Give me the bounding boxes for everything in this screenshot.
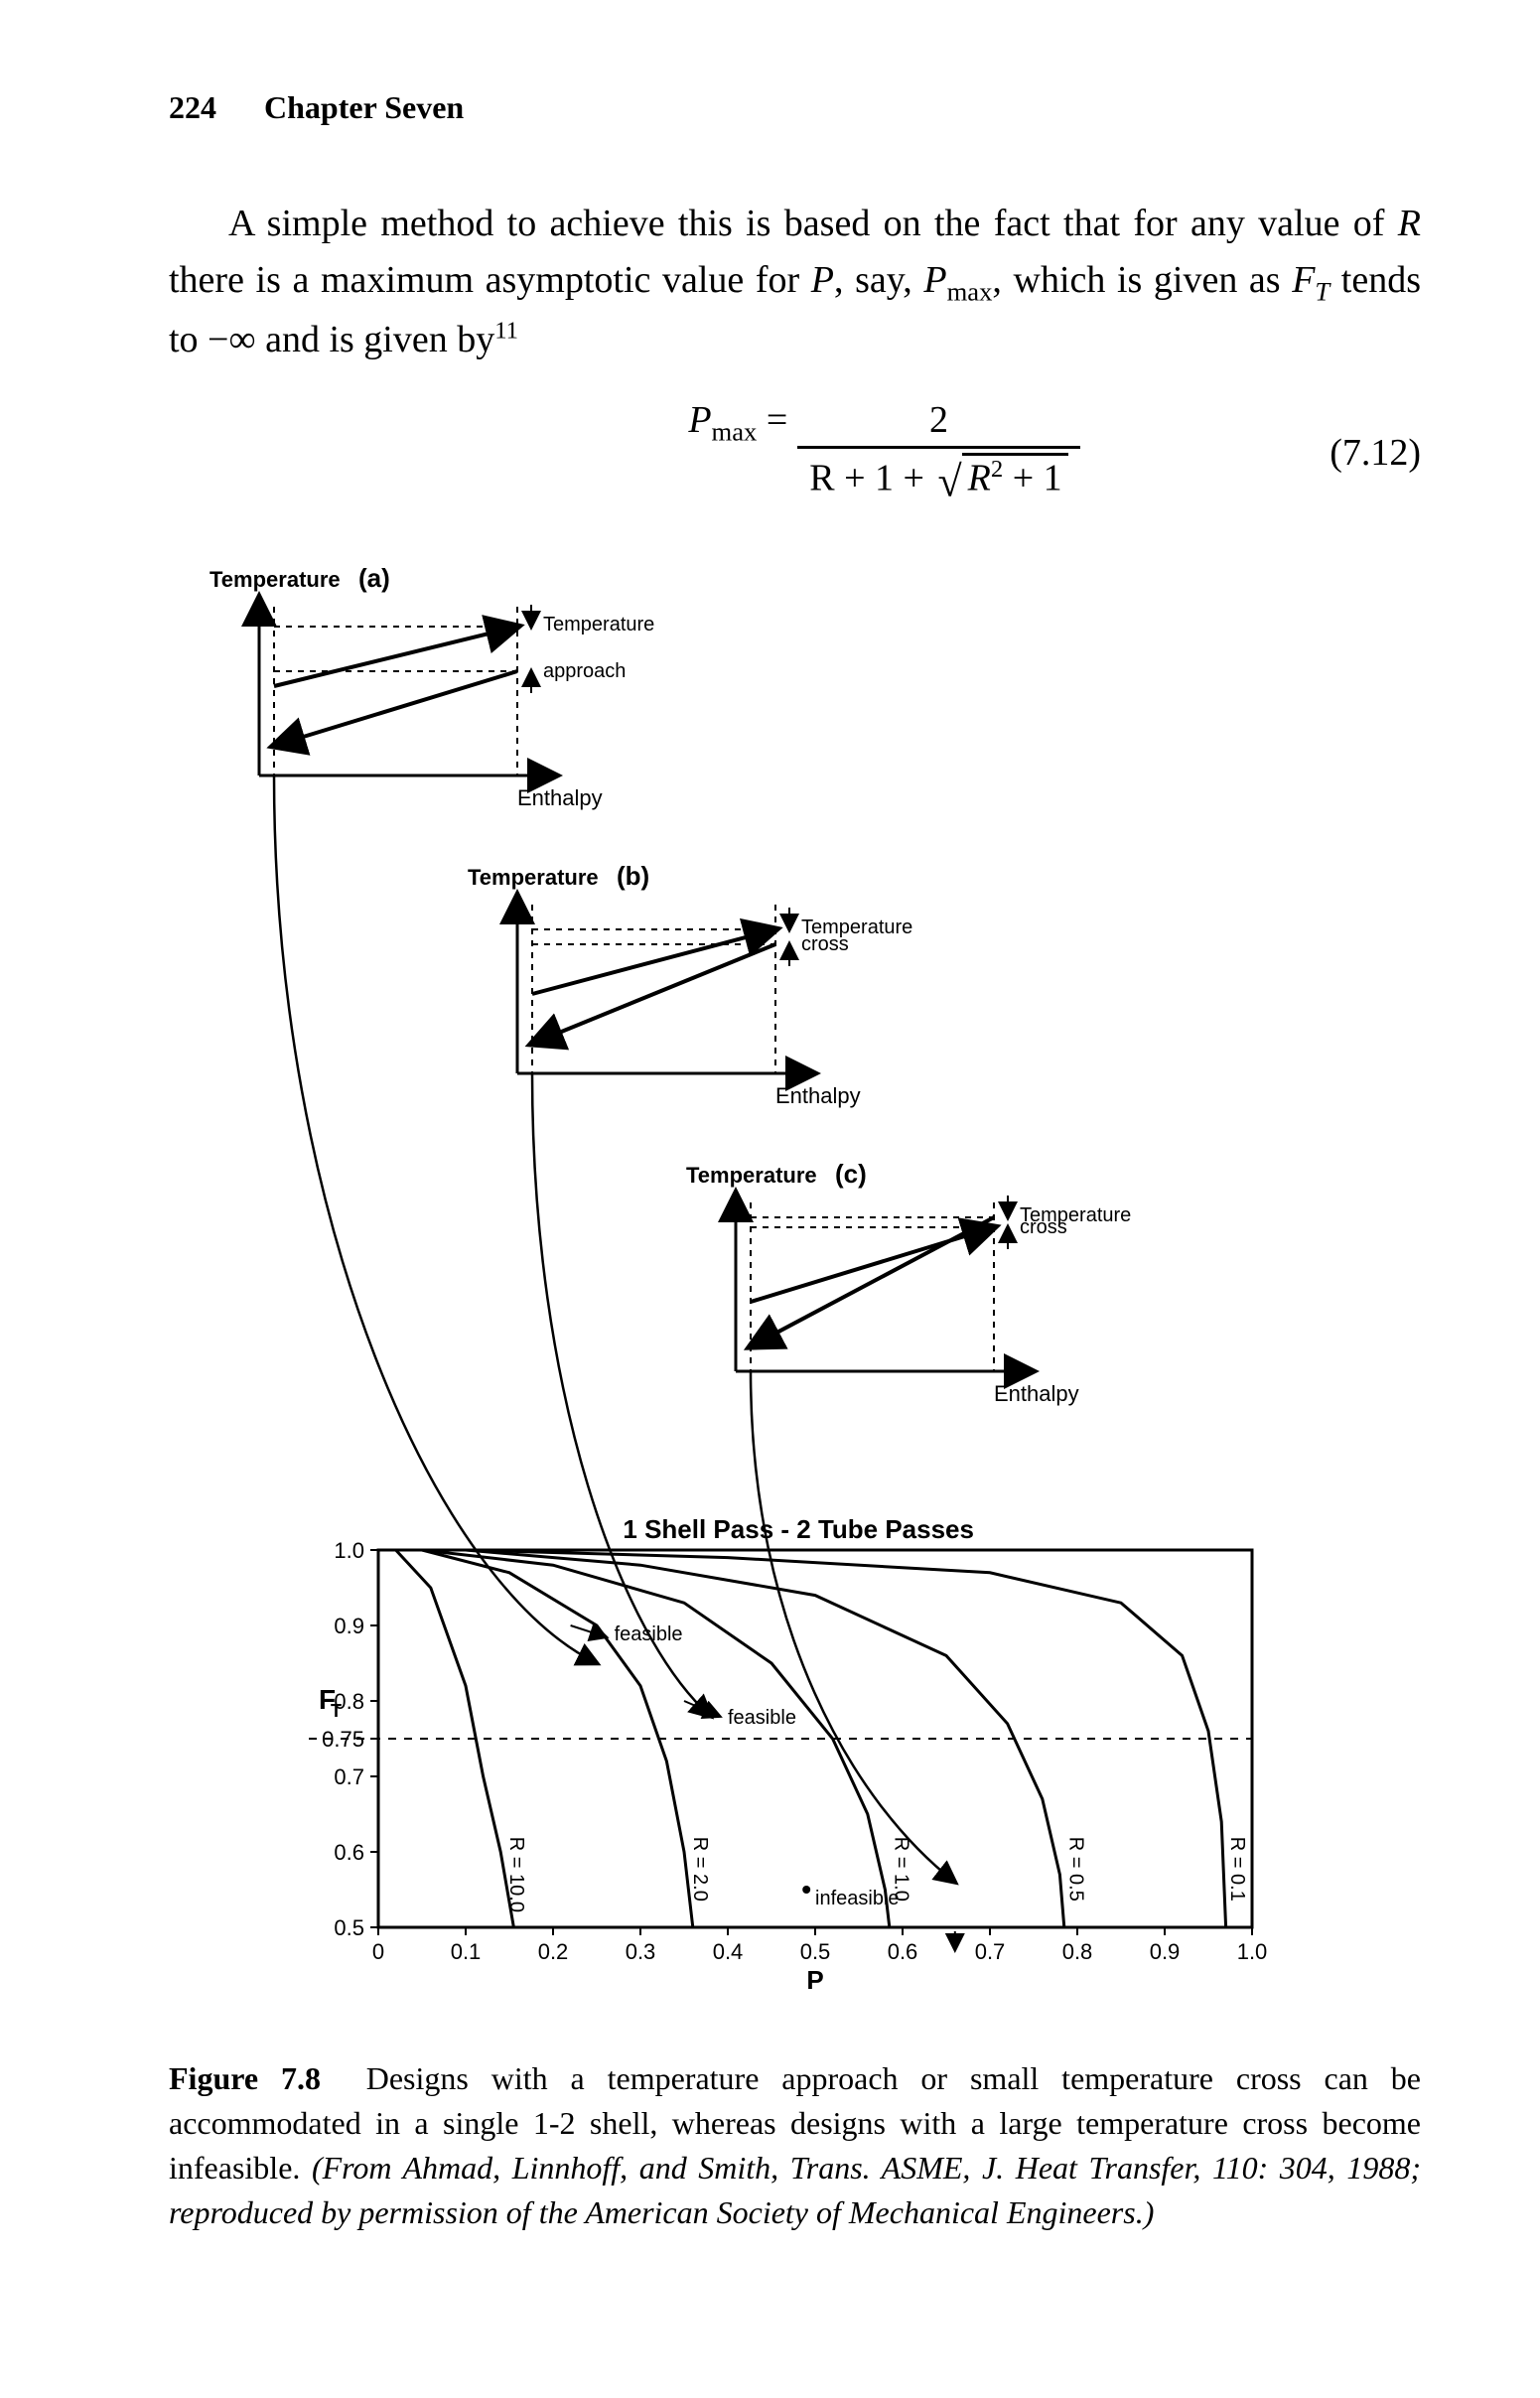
svg-text:1.0: 1.0 (1236, 1939, 1267, 1964)
equation-lhs: Pmax = (688, 398, 787, 507)
svg-text:0.5: 0.5 (334, 1915, 364, 1940)
svg-text:0.2: 0.2 (537, 1939, 568, 1964)
svg-text:R = 0.5: R = 0.5 (1064, 1837, 1086, 1902)
body-paragraph: A simple method to achieve this is based… (169, 196, 1421, 368)
svg-text:0.3: 0.3 (625, 1939, 655, 1964)
caption-citation: (From Ahmad, Linnhoff, and Smith, Trans.… (169, 2150, 1421, 2230)
svg-text:0.5: 0.5 (799, 1939, 830, 1964)
chapter-title: Chapter Seven (264, 89, 464, 125)
svg-text:Temperature: Temperature (468, 865, 599, 890)
svg-text:cross: cross (801, 933, 849, 955)
svg-text:Enthalpy: Enthalpy (775, 1083, 861, 1108)
page-number: 224 (169, 89, 216, 126)
ft-p-chart: 1 Shell Pass - 2 Tube Passes 0.5 0.6 0.7 0.7… (309, 1514, 1267, 1995)
svg-text:0.6: 0.6 (887, 1939, 917, 1964)
equation-numerator: 2 (797, 398, 1079, 449)
svg-text:1 Shell Pass - 2 Tube Passes: 1 Shell Pass - 2 Tube Passes (623, 1514, 974, 1544)
equation-7-12: Pmax = 2 R + 1 + √R2 + 1 (7.12) (169, 398, 1421, 507)
svg-text:(c): (c) (835, 1159, 867, 1189)
panel-c: Temperature(c)EnthalpyTemperaturecross (686, 1159, 1131, 1406)
svg-text:0.8: 0.8 (1061, 1939, 1092, 1964)
svg-text:Enthalpy: Enthalpy (517, 785, 603, 810)
svg-text:cross: cross (1020, 1216, 1067, 1238)
svg-text:Enthalpy: Enthalpy (994, 1381, 1079, 1406)
svg-text:0.4: 0.4 (712, 1939, 743, 1964)
connector-lines (274, 776, 955, 1949)
svg-text:approach: approach (543, 660, 626, 682)
svg-text:0.9: 0.9 (1149, 1939, 1180, 1964)
panel-b: Temperature(b)EnthalpyTemperaturecross (468, 861, 912, 1108)
page-header: 224 Chapter Seven (169, 89, 1421, 126)
radicand: R2 + 1 (962, 453, 1068, 500)
svg-text:1.0: 1.0 (334, 1538, 364, 1563)
svg-text:feasible: feasible (728, 1707, 796, 1729)
svg-text:R = 2.0: R = 2.0 (689, 1837, 711, 1902)
svg-text:R = 10.0: R = 10.0 (505, 1837, 527, 1912)
svg-text:0.7: 0.7 (334, 1764, 364, 1789)
svg-text:0.9: 0.9 (334, 1614, 364, 1638)
sqrt: √R2 + 1 (938, 453, 1068, 507)
svg-text:0.6: 0.6 (334, 1840, 364, 1865)
figure-label: Figure 7.8 (169, 2060, 321, 2096)
svg-text:T: T (331, 1701, 342, 1721)
equation-number: (7.12) (1282, 431, 1421, 475)
svg-text:R = 0.1: R = 0.1 (1226, 1837, 1248, 1902)
equation-denominator: R + 1 + √R2 + 1 (797, 449, 1079, 507)
svg-text:Temperature: Temperature (210, 567, 341, 592)
svg-text:Temperature: Temperature (686, 1163, 817, 1188)
svg-text:0.7: 0.7 (974, 1939, 1005, 1964)
figure-7-8: Temperature (a) Enthalpy Temperature approac… (170, 547, 1421, 2037)
svg-text:Temperature: Temperature (543, 614, 654, 635)
svg-text:0.1: 0.1 (450, 1939, 481, 1964)
svg-text:infeasible: infeasible (815, 1888, 900, 1909)
equation-fraction: 2 R + 1 + √R2 + 1 (797, 398, 1079, 507)
svg-text:(a): (a) (358, 563, 390, 593)
svg-text:P: P (806, 1965, 823, 1995)
figure-caption: Figure 7.8 Designs with a temperature ap… (169, 2056, 1421, 2234)
panel-a: Temperature (a) Enthalpy Temperature approac… (210, 563, 654, 810)
svg-text:0: 0 (371, 1939, 383, 1964)
denom-before: R + 1 + (809, 458, 933, 499)
svg-text:(b): (b) (617, 861, 649, 891)
